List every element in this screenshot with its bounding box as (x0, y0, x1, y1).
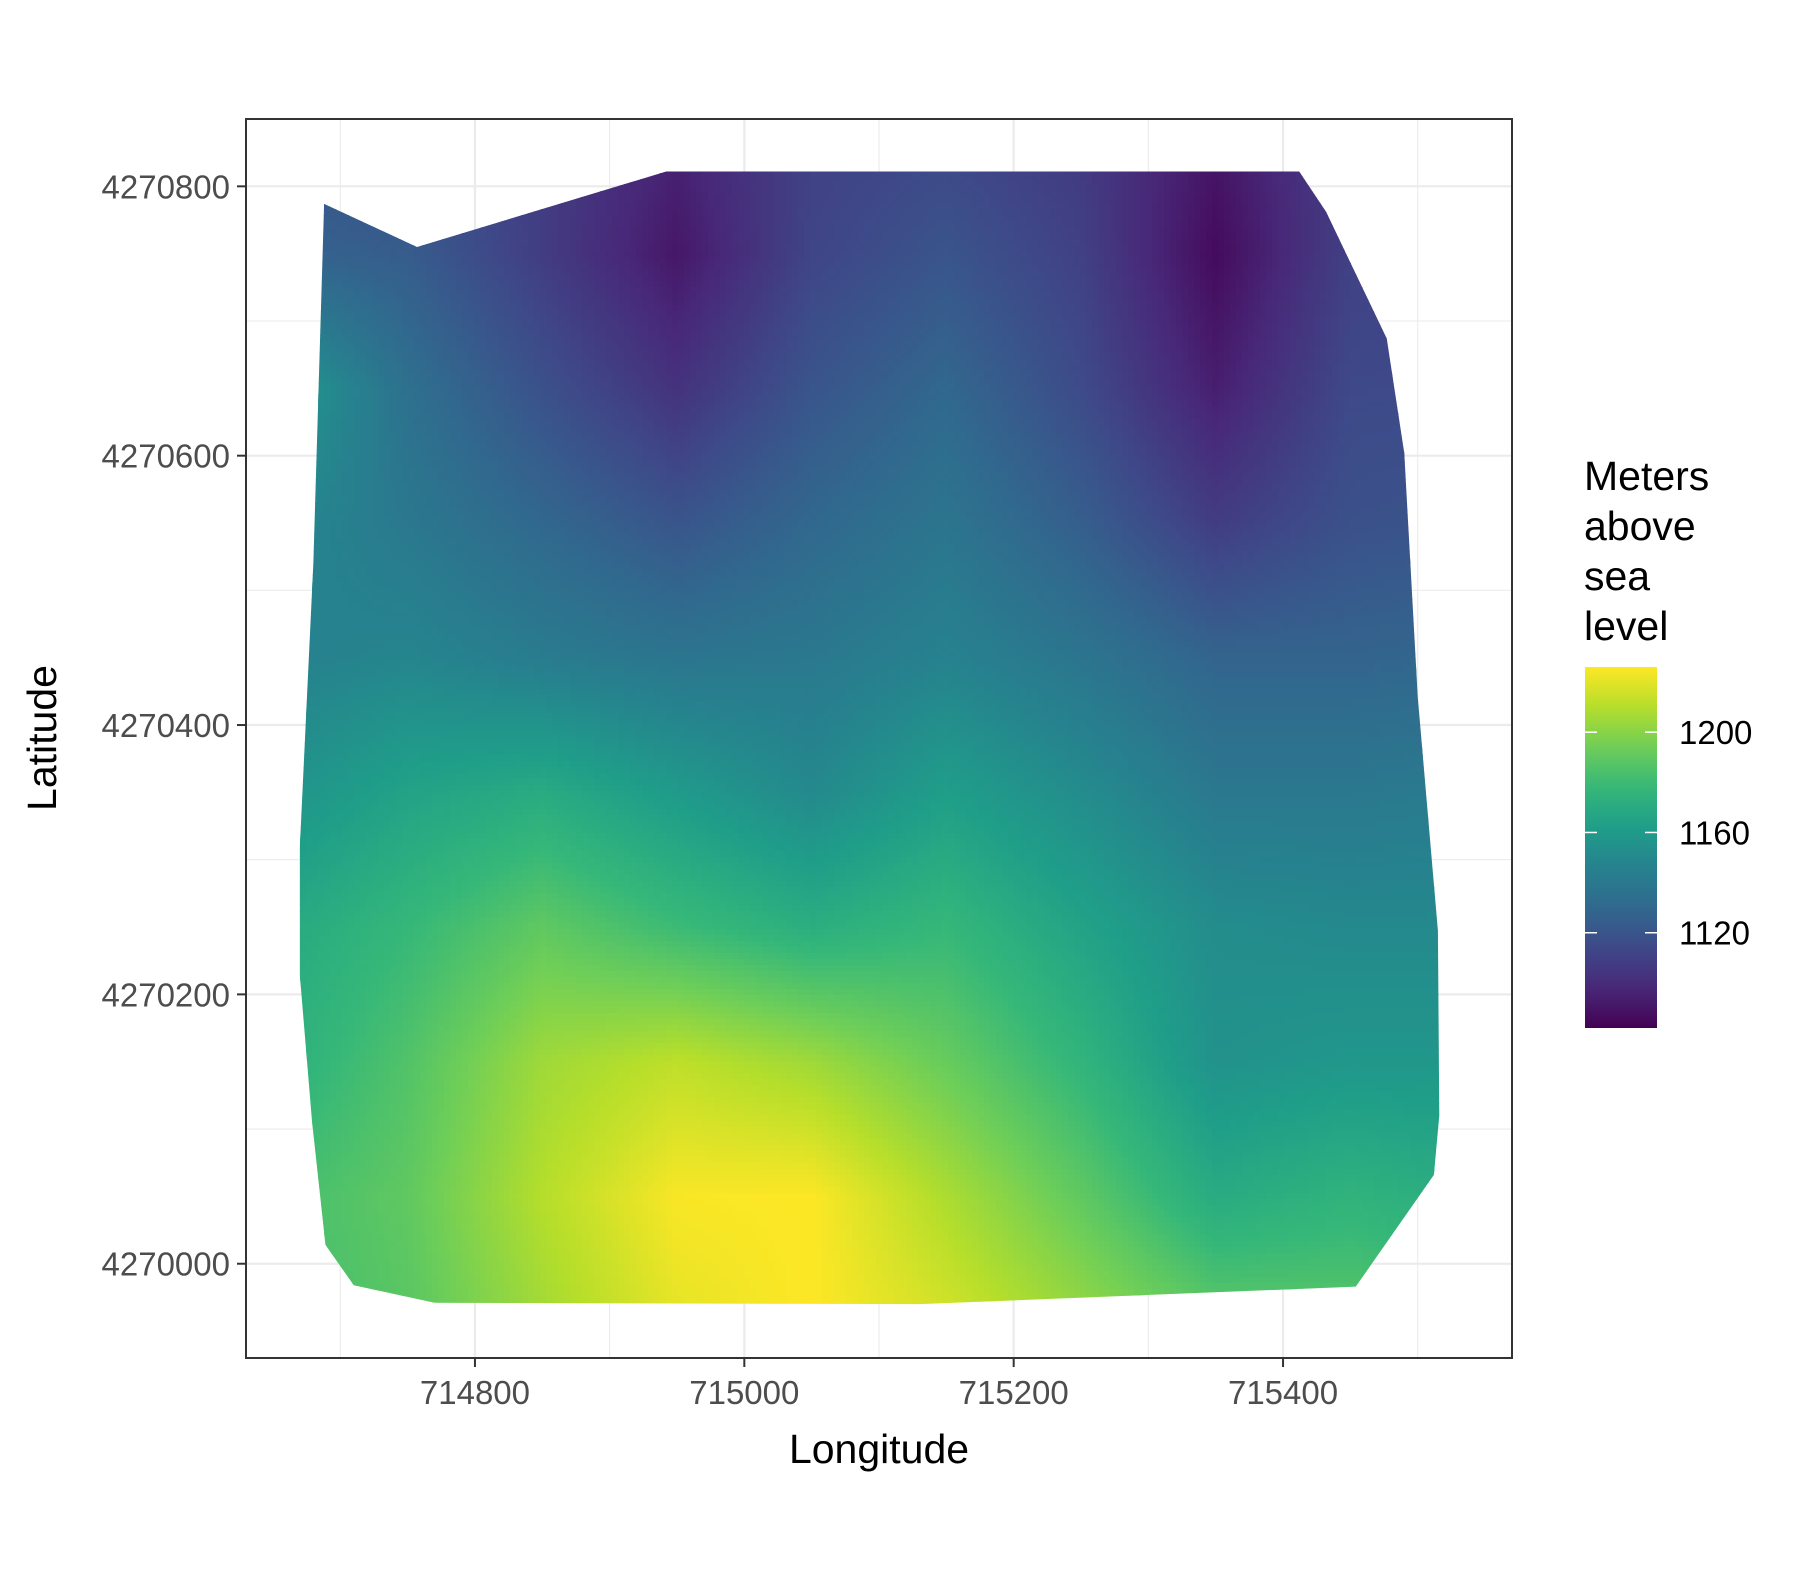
elevation-field (246, 119, 1513, 1362)
legend-title-line-2: above (1584, 503, 1696, 549)
x-axis: 714800 715000 715200 715400 (420, 1358, 1338, 1411)
x-axis-title: Longitude (789, 1426, 969, 1472)
legend-title-line-3: sea (1584, 553, 1650, 599)
y-axis: 4270000 4270200 4270400 4270600 4270800 (102, 168, 246, 1282)
legend-title-line-4: level (1584, 603, 1668, 649)
legend-tick-label: 1160 (1679, 814, 1750, 851)
legend-tick-label: 1120 (1679, 915, 1750, 952)
legend-title-line-1: Meters (1584, 453, 1709, 499)
y-axis-title: Latitude (19, 665, 65, 811)
x-tick-label: 715400 (1228, 1374, 1338, 1411)
y-tick-label: 4270000 (102, 1246, 230, 1283)
x-tick-label: 715200 (959, 1374, 1069, 1411)
y-tick-label: 4270600 (102, 438, 230, 475)
x-tick-label: 715000 (689, 1374, 799, 1411)
x-tick-label: 714800 (420, 1374, 530, 1411)
y-tick-label: 4270800 (102, 168, 230, 205)
y-tick-label: 4270400 (102, 707, 230, 744)
y-tick-label: 4270200 (102, 976, 230, 1013)
legend-colorbar (1585, 667, 1657, 1028)
legend-tick-label: 1200 (1679, 714, 1752, 751)
color-legend: Meters above sea level 1120 1160 1200 (1584, 453, 1752, 1028)
